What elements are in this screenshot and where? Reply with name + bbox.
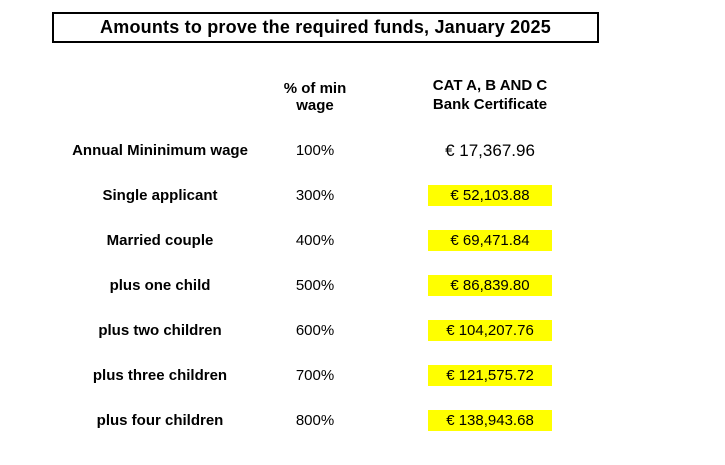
row-percent: 400% (295, 232, 335, 249)
table-body: Annual Mininimum wage 100% € 17,367.96 S… (50, 128, 585, 443)
table-title-text: Amounts to prove the required funds, Jan… (100, 17, 551, 37)
row-label: plus one child (109, 277, 211, 294)
row-amount: € 121,575.72 (428, 365, 552, 386)
row-percent: 800% (295, 412, 335, 429)
row-label: Married couple (106, 232, 214, 249)
table-row: plus four children 800% € 138,943.68 (50, 398, 585, 443)
row-percent: 300% (295, 187, 335, 204)
row-label: Annual Mininimum wage (72, 142, 248, 159)
row-amount: € 69,471.84 (428, 230, 552, 251)
header-amount-column: CAT A, B AND C Bank Certificate (395, 76, 585, 114)
row-amount: € 138,943.68 (428, 410, 552, 431)
table-title: Amounts to prove the required funds, Jan… (52, 12, 599, 43)
row-amount: € 104,207.76 (428, 320, 552, 341)
row-amount: € 52,103.88 (428, 185, 552, 206)
table-row: plus one child 500% € 86,839.80 (50, 263, 585, 308)
row-label: plus two children (98, 322, 222, 339)
row-amount: € 17,367.96 (445, 140, 535, 160)
row-label: plus three children (92, 367, 228, 384)
row-amount: € 86,839.80 (428, 275, 552, 296)
table-row: plus three children 700% € 121,575.72 (50, 353, 585, 398)
row-percent: 700% (295, 367, 335, 384)
table-row: plus two children 600% € 104,207.76 (50, 308, 585, 353)
row-label: plus four children (96, 412, 224, 429)
row-label: Single applicant (102, 187, 218, 204)
table-row: Annual Mininimum wage 100% € 17,367.96 (50, 128, 585, 173)
table-row: Married couple 400% € 69,471.84 (50, 218, 585, 263)
row-percent: 600% (295, 322, 335, 339)
row-percent: 100% (295, 142, 335, 159)
header-amount-line2: Bank Certificate (432, 96, 548, 113)
row-percent: 500% (295, 277, 335, 294)
header-amount-line1: CAT A, B AND C (432, 77, 548, 94)
table-row: Single applicant 300% € 52,103.88 (50, 173, 585, 218)
header-percent-column: % of min wage (283, 80, 347, 114)
table-header-row: % of min wage CAT A, B AND C Bank Certif… (50, 66, 585, 114)
